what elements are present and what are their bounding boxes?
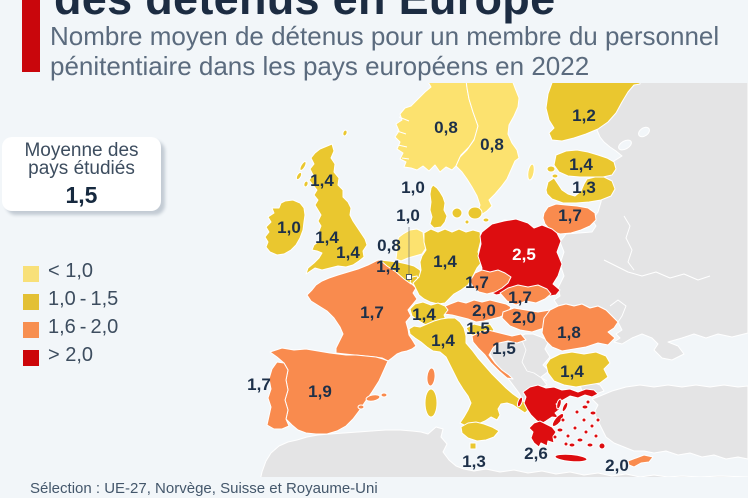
svg-text:1,5: 1,5 bbox=[466, 319, 490, 338]
svg-text:1,7: 1,7 bbox=[558, 206, 582, 225]
svg-text:1,4: 1,4 bbox=[336, 243, 360, 262]
svg-text:1,7: 1,7 bbox=[360, 303, 384, 322]
svg-text:1,4: 1,4 bbox=[569, 155, 593, 174]
svg-text:1,7: 1,7 bbox=[465, 273, 489, 292]
svg-text:1,8: 1,8 bbox=[557, 323, 581, 342]
svg-text:1,9: 1,9 bbox=[308, 382, 332, 401]
svg-text:2,0: 2,0 bbox=[472, 301, 496, 320]
svg-text:1,7: 1,7 bbox=[508, 288, 532, 307]
svg-text:1,0: 1,0 bbox=[401, 178, 425, 197]
svg-text:1,4: 1,4 bbox=[310, 171, 334, 190]
svg-text:1,4: 1,4 bbox=[433, 252, 457, 271]
svg-text:1,5: 1,5 bbox=[492, 339, 516, 358]
svg-text:1,3: 1,3 bbox=[462, 452, 486, 471]
svg-text:0,8: 0,8 bbox=[434, 118, 458, 137]
svg-text:1,0: 1,0 bbox=[277, 218, 301, 237]
svg-text:1,7: 1,7 bbox=[247, 375, 271, 394]
svg-text:1,4: 1,4 bbox=[412, 305, 436, 324]
svg-text:1,0: 1,0 bbox=[396, 206, 420, 225]
svg-text:2,5: 2,5 bbox=[512, 245, 536, 264]
svg-text:1,4: 1,4 bbox=[431, 331, 455, 350]
svg-text:2,0: 2,0 bbox=[605, 456, 629, 475]
svg-text:1,4: 1,4 bbox=[376, 257, 400, 276]
svg-text:1,2: 1,2 bbox=[572, 106, 596, 125]
svg-text:0,8: 0,8 bbox=[377, 236, 401, 255]
svg-text:0,8: 0,8 bbox=[480, 135, 504, 154]
svg-text:2,6: 2,6 bbox=[524, 444, 548, 463]
svg-text:2,0: 2,0 bbox=[512, 308, 536, 327]
svg-text:1,4: 1,4 bbox=[560, 362, 584, 381]
svg-text:1,4: 1,4 bbox=[315, 228, 339, 247]
svg-text:1,3: 1,3 bbox=[572, 178, 596, 197]
